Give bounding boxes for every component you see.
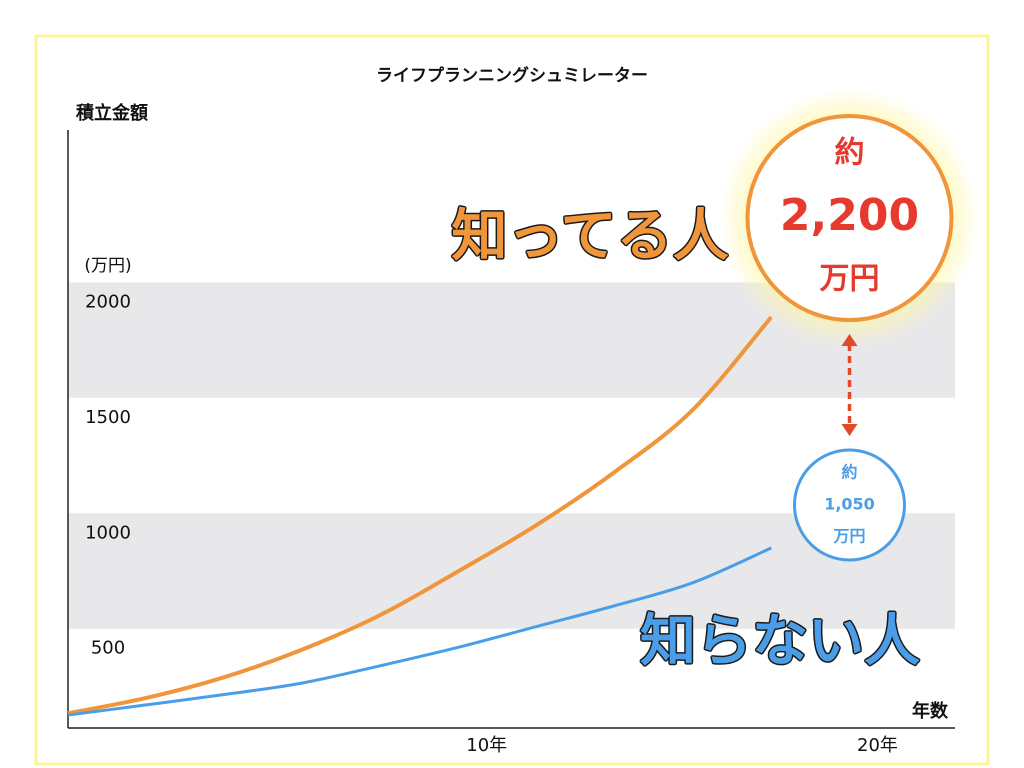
series-line [67,546,772,717]
chart-title: ライフプランニングシュミレーター [376,65,648,86]
callout-text: 万円 [819,262,879,297]
x-axis-label: 年数 [912,700,949,722]
series-line [67,315,773,716]
callout-text: 万円 [832,527,865,546]
callout-circle [745,114,954,322]
series-label: 知ってる人 [451,204,728,269]
callout-text: 約 [834,136,864,171]
y-tick-label: 500 [91,638,125,659]
callout-text: 1,050 [824,495,875,514]
y-unit: (万円) [84,256,131,276]
x-tick-label: 20年 [857,735,898,756]
callout-text: 2,200 [780,190,919,241]
y-tick-label: 2000 [85,291,131,312]
arrow-head [841,424,858,436]
series-label: 知らない人 [640,609,920,674]
y-tick-label: 1500 [85,407,131,428]
x-tick-label: 10年 [466,735,507,756]
y-axis-label: 積立金額 [75,102,148,124]
callout-text: 約 [841,463,857,482]
y-tick-label: 1000 [85,522,131,543]
callout-circle [792,448,906,562]
arrow-head [841,334,858,346]
